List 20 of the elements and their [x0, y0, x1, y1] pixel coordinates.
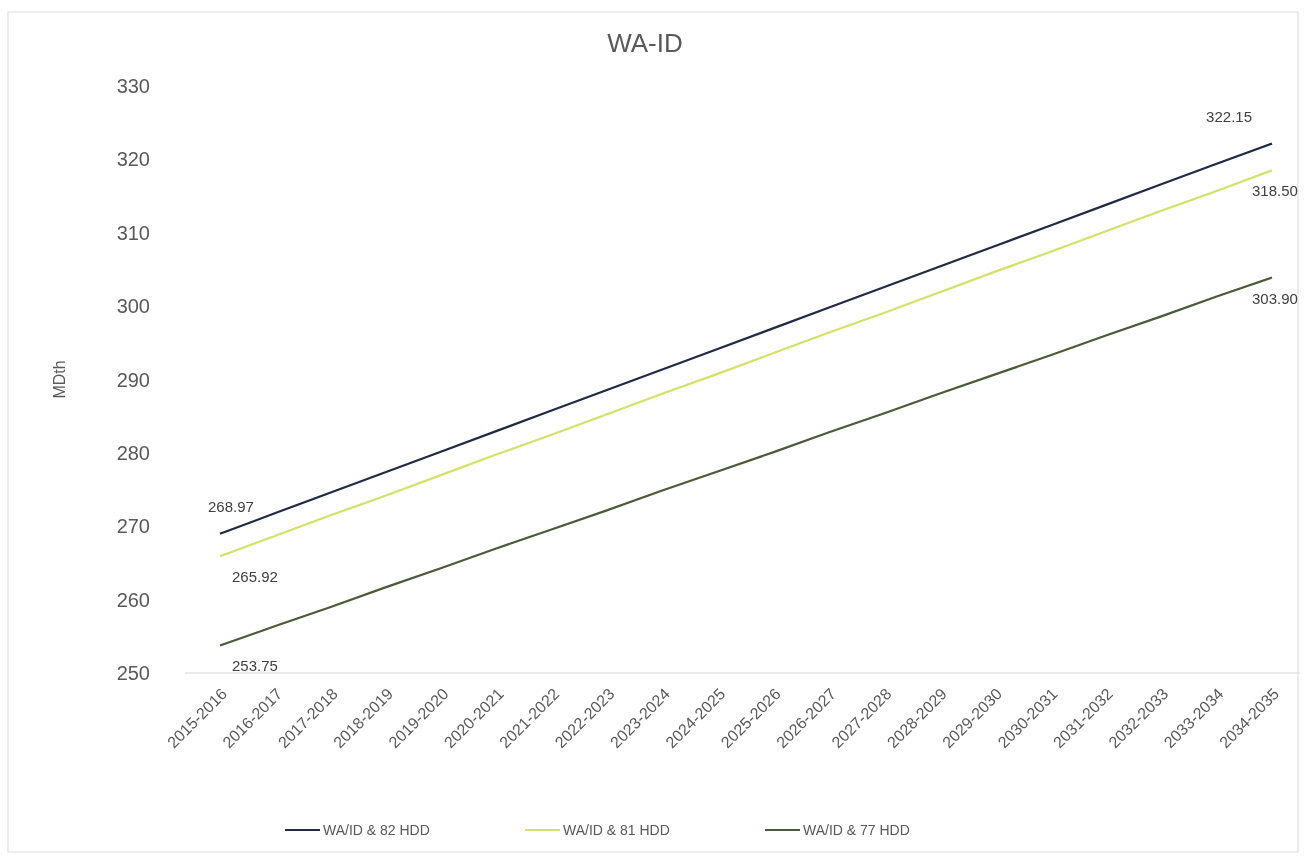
y-tick-label: 270	[116, 515, 150, 538]
y-tick-label: 280	[116, 441, 150, 464]
chart-title: WA-ID	[607, 28, 683, 58]
y-axis-title: MDth	[51, 360, 68, 399]
y-tick-label: 300	[116, 295, 150, 318]
y-tick-label: 310	[116, 221, 150, 244]
y-tick-label: 290	[116, 368, 150, 391]
data-label: 303.90	[1252, 289, 1298, 307]
data-label: 265.92	[232, 568, 278, 586]
data-label: 253.75	[232, 657, 278, 675]
legend-label: WA/ID & 82 HDD	[323, 822, 430, 838]
data-label: 318.50	[1252, 182, 1298, 200]
legend-label: WA/ID & 81 HDD	[563, 822, 670, 838]
y-tick-label: 320	[116, 148, 150, 171]
y-tick-label: 250	[116, 662, 150, 684]
y-tick-label: 260	[116, 588, 150, 611]
y-tick-label: 330	[116, 75, 150, 97]
data-label: 322.15	[1206, 107, 1252, 125]
data-label: 268.97	[208, 497, 254, 515]
legend-label: WA/ID & 77 HDD	[803, 822, 910, 838]
